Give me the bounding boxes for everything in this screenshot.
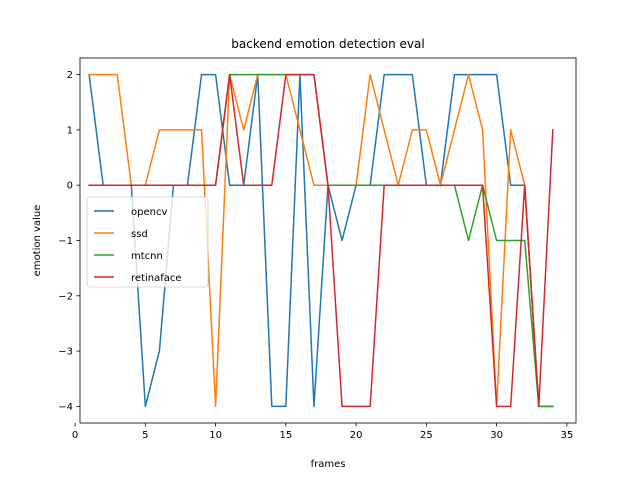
series-line-ssd <box>88 73 554 408</box>
y-tick-label: −1 <box>58 236 73 247</box>
legend: opencv ssd mtcnn retinaface <box>86 196 209 288</box>
y-tick-label: 1 <box>67 125 73 136</box>
axis-ticks: 0 5 10 15 20 25 30 35 −4 −3 −2 −1 0 1 2 <box>58 70 573 441</box>
legend-label-ssd: ssd <box>131 229 148 240</box>
y-tick-label: −4 <box>58 402 73 413</box>
x-tick-label: 25 <box>420 430 433 441</box>
legend-box <box>86 196 209 288</box>
x-tick-label: 15 <box>279 430 292 441</box>
x-tick-label: 10 <box>209 430 222 441</box>
y-axis-label: emotion value <box>32 205 43 277</box>
legend-label-opencv: opencv <box>131 207 167 218</box>
x-tick-label: 35 <box>560 430 573 441</box>
series-line-retinaface <box>88 73 554 408</box>
y-tick-label: 2 <box>67 70 73 81</box>
x-tick-label: 30 <box>490 430 503 441</box>
legend-label-retinaface: retinaface <box>131 273 182 284</box>
x-tick-label: 0 <box>72 430 78 441</box>
y-tick-label: −3 <box>58 347 73 358</box>
y-tick-label: 0 <box>67 181 73 192</box>
x-tick-label: 20 <box>350 430 363 441</box>
x-tick-label: 5 <box>142 430 148 441</box>
y-tick-label: −2 <box>58 291 73 302</box>
x-axis-label: frames <box>311 459 346 470</box>
legend-label-mtcnn: mtcnn <box>131 251 163 262</box>
chart-title: backend emotion detection eval <box>231 37 424 51</box>
